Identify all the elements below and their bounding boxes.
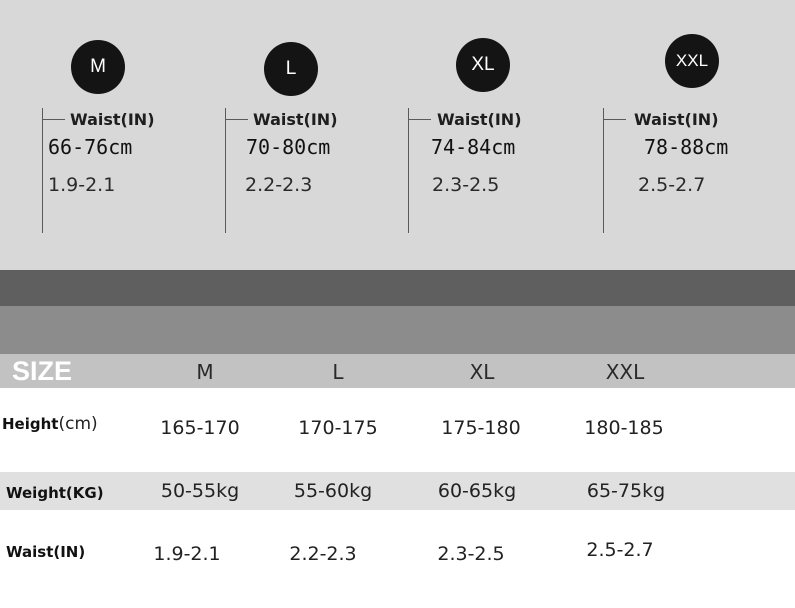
table-cell: 165-170 (160, 417, 240, 439)
column-header-m: M (196, 360, 214, 384)
waist-cm-range: 74-84cm (431, 135, 516, 159)
waist-label: Waist(IN) (437, 110, 522, 129)
table-cell: 60-65kg (437, 480, 517, 502)
measure-line (603, 108, 604, 233)
table-row (0, 515, 795, 595)
row-label-unit: (cm) (58, 414, 98, 434)
table-row (0, 472, 795, 510)
divider-band-dark (0, 270, 795, 306)
size-badge-label: XL (471, 54, 495, 75)
row-label-text: Weight(KG) (6, 484, 104, 502)
table-cell: 170-175 (298, 417, 378, 439)
table-cell: 2.5-2.7 (586, 539, 654, 561)
size-card-l: L Waist(IN) 70-80cm 2.2-2.3 (0, 0, 338, 260)
waist-cm-range: 66-76cm (48, 135, 133, 159)
table-header-band (0, 354, 795, 388)
row-label-height: Height(cm) (2, 414, 98, 434)
waist-cm-range: 70-80cm (246, 135, 331, 159)
measure-tick (604, 119, 626, 120)
waist-label: Waist(IN) (253, 110, 338, 129)
waist-cm-range: 78-88cm (644, 135, 729, 159)
size-badge-xl: XL (456, 38, 510, 92)
measure-line (225, 108, 226, 233)
size-card-xl: XL Waist(IN) 74-84cm 2.3-2.5 (0, 0, 522, 260)
waist-in-range: 2.3-2.5 (432, 174, 500, 196)
measure-line (408, 108, 409, 233)
waist-in-range: 2.5-2.7 (638, 174, 706, 196)
measure-line (42, 108, 43, 233)
waist-label: Waist(IN) (634, 110, 719, 129)
size-badge-l: L (264, 42, 318, 96)
row-label-waist: Waist(IN) (6, 543, 85, 561)
row-label-weight: Weight(KG) (6, 484, 104, 502)
size-badge-xxl: XXL (665, 34, 719, 88)
table-cell: 55-60kg (293, 480, 373, 502)
table-cell: 180-185 (584, 417, 664, 439)
column-header-l: L (332, 360, 344, 384)
table-cell: 65-75kg (586, 480, 666, 502)
row-label-text: Waist(IN) (6, 543, 86, 561)
waist-in-range: 2.2-2.3 (245, 174, 313, 196)
row-label-text: Height (2, 415, 59, 433)
measure-tick (43, 119, 65, 120)
divider-band-mid (0, 306, 795, 354)
waist-label: Waist(IN) (70, 110, 155, 129)
size-badge-m: M (71, 40, 125, 94)
column-header-xl: XL (469, 360, 495, 384)
column-header-xxl: XXL (605, 360, 645, 384)
table-cell: 2.3-2.5 (437, 543, 505, 565)
table-row (0, 395, 795, 461)
measure-tick (226, 119, 248, 120)
waist-in-range: 1.9-2.1 (48, 174, 116, 196)
size-badge-label: M (90, 56, 106, 77)
size-badge-label: XXL (675, 51, 709, 70)
table-cell: 50-55kg (160, 480, 240, 502)
size-card-m: M Waist(IN) 66-76cm 1.9-2.1 (0, 0, 190, 260)
measure-tick (409, 119, 431, 120)
table-cell: 175-180 (441, 417, 521, 439)
size-illustration-panel: M Waist(IN) 66-76cm 1.9-2.1 L Waist(IN) … (0, 0, 795, 270)
table-cell: 2.2-2.3 (289, 543, 357, 565)
size-card-xxl: XXL Waist(IN) 78-88cm 2.5-2.7 (0, 0, 728, 260)
table-title: SIZE (12, 356, 73, 386)
size-badge-label: L (285, 58, 297, 79)
table-cell: 1.9-2.1 (153, 543, 221, 565)
